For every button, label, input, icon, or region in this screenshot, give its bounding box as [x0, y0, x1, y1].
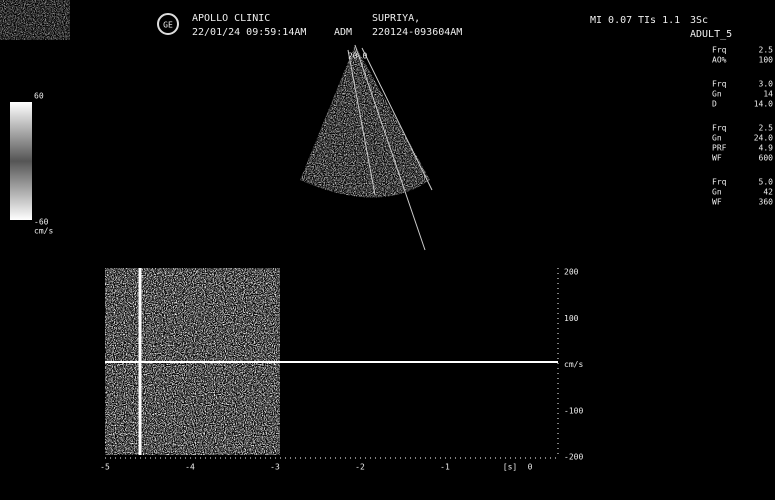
color-bar	[10, 102, 32, 220]
param-label: PRF	[712, 144, 727, 153]
time-label: -1	[440, 463, 450, 472]
time-label: -4	[185, 463, 195, 472]
probe: 3Sc	[690, 15, 708, 26]
depth: 20.0	[348, 52, 367, 61]
patient: SUPRIYA,	[372, 13, 420, 24]
param-label: Gn	[712, 188, 722, 197]
logo-text: GE	[163, 21, 173, 30]
time-label: -5	[100, 463, 110, 472]
param-value: 100	[759, 56, 774, 65]
param-value: 360	[759, 198, 774, 207]
doppler-cursor	[347, 44, 433, 251]
param-value: 3.0	[759, 80, 774, 89]
color-bar-unit: cm/s	[34, 227, 53, 236]
param-label: Frq	[712, 80, 727, 89]
param-label: Frq	[712, 46, 727, 55]
time-label: -2	[355, 463, 365, 472]
param-value: 14.0	[754, 100, 773, 109]
param-value: 2.5	[759, 46, 774, 55]
corner-noise	[0, 0, 70, 40]
color-bar-top: 60	[34, 92, 44, 101]
time-label: 0	[528, 463, 533, 472]
clinic: APOLLO CLINIC	[192, 13, 270, 24]
time-unit: [s]	[503, 463, 517, 472]
param-value: 24.0	[754, 134, 773, 143]
exam-id: 220124-093604AM	[372, 27, 462, 38]
velocity-label: 200	[564, 268, 579, 277]
param-label: Gn	[712, 134, 722, 143]
preset: ADULT_5	[690, 29, 732, 40]
param-label: Frq	[712, 178, 727, 187]
param-value: 2.5	[759, 124, 774, 133]
param-label: AO%	[712, 56, 727, 65]
param-value: 5.0	[759, 178, 774, 187]
time-label: -3	[270, 463, 280, 472]
param-value: 600	[759, 154, 774, 163]
datetime: 22/01/24 09:59:14AM	[192, 27, 306, 38]
param-label: WF	[712, 198, 722, 207]
tis: TIs 1.1	[638, 15, 680, 26]
color-bar-bottom: -60	[34, 218, 49, 227]
param-label: D	[712, 100, 717, 109]
operator: ADM	[334, 27, 352, 38]
parameter-panel: Frq 2.5 AO% 100 Frq 3.0 Gn 14 D 14.0 Frq 2.5 Gn 24.0 P…	[712, 46, 773, 207]
param-value: 14	[763, 90, 773, 99]
param-label: Gn	[712, 90, 722, 99]
param-label: WF	[712, 154, 722, 163]
velocity-label: -200	[564, 453, 583, 462]
param-value: 42	[763, 188, 773, 197]
param-value: 4.9	[759, 144, 774, 153]
velocity-label: cm/s	[564, 360, 583, 369]
mi: MI 0.07	[590, 15, 632, 26]
logo	[157, 13, 179, 35]
param-label: Frq	[712, 124, 727, 133]
velocity-label: 100	[564, 314, 579, 323]
spectrum-labels: 200 100 cm/s -100 -200 -5 -4 -3 -2 -1 0 [s]	[100, 268, 583, 472]
velocity-label: -100	[564, 406, 583, 415]
